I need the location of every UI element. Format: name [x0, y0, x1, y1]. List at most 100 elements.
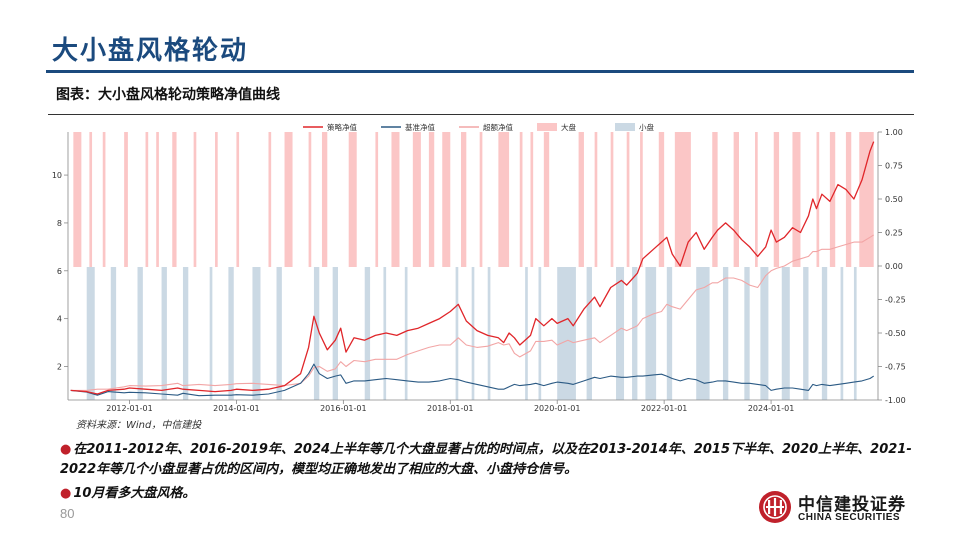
x-tick-label: 2024-01-01 [748, 404, 795, 412]
small-cap-band [525, 267, 528, 400]
large-cap-band [193, 132, 197, 267]
logo-text-cn: 中信建投证券 [798, 495, 906, 515]
net-value-chart: 2 4 6 8 10 1.00 0.75 0.50 0.25 0.00 -0.25 -0.50 -0.7… [52, 122, 906, 412]
large-cap-band [321, 132, 328, 267]
source-note: 资料来源：Wind，中信建投 [76, 420, 202, 431]
legend-label: 小盘 [639, 122, 654, 132]
x-tick-label: 2012-01-01 [106, 404, 152, 412]
small-cap-band [252, 267, 261, 400]
large-cap-band [442, 132, 451, 267]
large-cap-band [519, 132, 523, 267]
small-cap-band [364, 267, 371, 400]
excess-net-value-line [70, 234, 874, 391]
large-cap-band [543, 132, 550, 267]
page-number: 80 [60, 506, 75, 521]
logo-text-en: CHINA SECURITIES [798, 512, 901, 523]
benchmark-net-value-line [70, 363, 874, 397]
y-right-tick-label: 1.00 [885, 128, 903, 137]
legend-label: 大盘 [561, 122, 576, 132]
large-cap-band [412, 132, 421, 267]
y-right-tick-label: -1.00 [885, 396, 906, 405]
large-cap-band [610, 132, 614, 267]
large-cap-band [391, 132, 400, 267]
large-cap-band [712, 132, 718, 267]
large-cap-band [479, 132, 483, 267]
y-right-tick-label: -0.75 [885, 363, 906, 372]
large-cap-band [658, 132, 665, 267]
strategy-net-value-line [70, 141, 875, 395]
small-cap-band [616, 267, 625, 400]
large-cap-band [773, 132, 780, 267]
large-cap-band [172, 132, 177, 267]
large-cap-band [816, 132, 820, 267]
large-cap-band [594, 132, 598, 267]
page-title: 大小盘风格轮动 [52, 36, 249, 66]
title-divider [46, 70, 914, 73]
small-cap-band [538, 267, 542, 400]
small-cap-band [137, 267, 143, 400]
small-cap-band [696, 267, 710, 400]
large-cap-band [102, 132, 106, 267]
y-right-tick-label: 0.75 [885, 162, 903, 171]
small-cap-band [803, 267, 809, 400]
y-left-tick-label: 4 [57, 315, 62, 324]
legend-label: 超额净值 [483, 122, 513, 132]
x-tick-label: 2014-01-01 [213, 404, 259, 412]
small-cap-band [781, 267, 790, 400]
small-cap-band [744, 267, 750, 400]
large-cap-band [375, 132, 379, 267]
x-tick-label: 2022-01-01 [641, 404, 688, 412]
large-cap-band [308, 132, 312, 267]
legend-label: 基准净值 [405, 122, 435, 132]
small-cap-band [557, 267, 576, 400]
small-cap-band [276, 267, 282, 400]
large-cap-band [156, 132, 159, 267]
large-cap-band [145, 132, 149, 267]
bullet-item: ● 10月看多大盘风格。 [60, 484, 195, 504]
legend-label: 策略净值 [327, 122, 357, 132]
large-cap-band [460, 132, 467, 267]
large-cap-band [428, 132, 435, 267]
caption-divider [48, 114, 914, 115]
large-cap-band [73, 132, 82, 267]
large-cap-band [792, 132, 801, 267]
large-cap-band [626, 132, 630, 267]
y-right-tick-label: 0.25 [885, 229, 903, 238]
large-cap-band [498, 132, 510, 267]
y-right-tick-label: 0.00 [885, 262, 903, 271]
y-right-tick-label: 0.50 [885, 195, 903, 204]
bullet-dot: ● [60, 442, 72, 457]
small-cap-band [666, 267, 673, 400]
y-left-tick-label: 2 [57, 363, 62, 372]
large-cap-band [578, 132, 584, 267]
large-cap-band [89, 132, 93, 267]
y-right-tick-label: -0.50 [885, 329, 906, 338]
x-tick-label: 2020-01-01 [534, 404, 581, 412]
large-cap-band [859, 132, 874, 267]
small-cap-band [182, 267, 189, 400]
legend-swatch-patch [537, 123, 557, 131]
bullet-dot: ● [60, 486, 72, 501]
bullet-text: 在2011-2012年、2016-2019年、2024上半年等几个大盘显著占优的… [60, 442, 912, 477]
legend-swatch-patch [615, 123, 635, 131]
small-cap-band [645, 267, 657, 400]
large-cap-band [124, 132, 128, 267]
company-logo: 中信建投证券 CHINA SECURITIES [758, 488, 918, 528]
large-cap-band [640, 132, 643, 267]
large-cap-band [268, 132, 272, 267]
large-cap-band [530, 132, 534, 267]
small-cap-band [209, 267, 213, 400]
logo-mark-icon [759, 491, 791, 523]
small-cap-band [86, 267, 95, 400]
small-cap-band [853, 267, 857, 400]
large-cap-band [733, 132, 739, 267]
y-right-tick-label: -0.25 [885, 296, 906, 305]
small-cap-band [760, 267, 769, 400]
y-left-tick-label: 6 [57, 267, 62, 276]
large-cap-band [348, 132, 357, 267]
small-cap-band [228, 267, 234, 400]
chart-caption: 图表：大小盘风格轮动策略净值曲线 [56, 87, 280, 103]
large-cap-band [755, 132, 758, 267]
large-cap-band [215, 132, 218, 267]
large-cap-band [845, 132, 852, 267]
